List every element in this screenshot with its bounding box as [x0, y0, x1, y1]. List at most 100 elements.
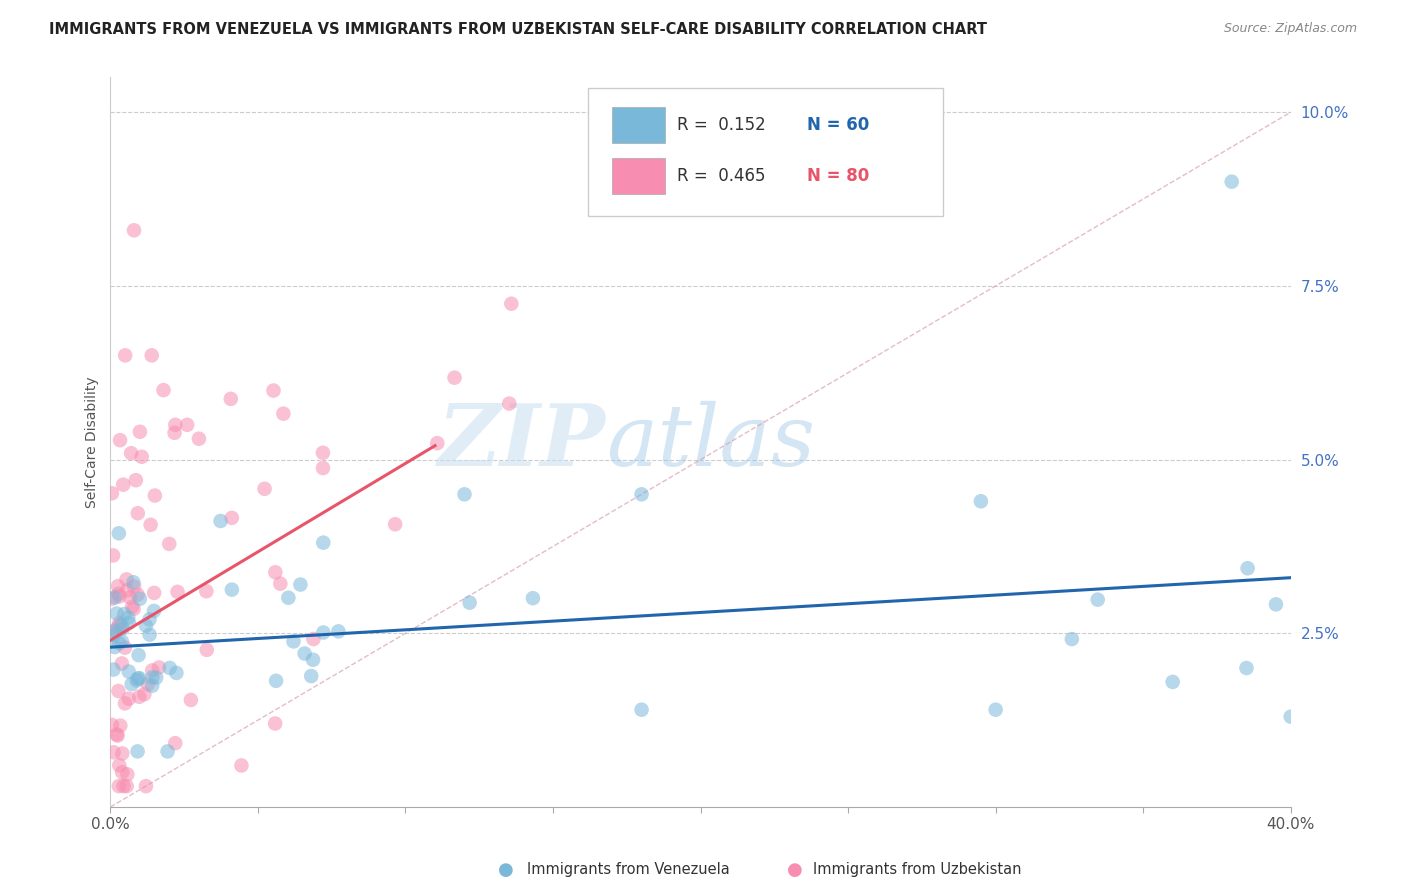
Point: [117, 610, 139, 624]
Text: IMMIGRANTS FROM VENEZUELA VS IMMIGRANTS FROM UZBEKISTAN SELF-CARE DISABILITY COR: IMMIGRANTS FROM VENEZUELA VS IMMIGRANTS …: [49, 22, 987, 37]
Point: [630, 487, 652, 501]
Point: [115, 779, 138, 793]
Point: [117, 767, 139, 781]
Point: [138, 628, 160, 642]
Point: [1220, 175, 1243, 189]
Point: [111, 765, 134, 780]
Point: [312, 535, 335, 549]
Point: [118, 591, 141, 605]
Point: [195, 584, 218, 599]
Point: [103, 745, 125, 759]
Point: [104, 624, 127, 638]
Point: [111, 747, 134, 761]
Point: [112, 477, 135, 491]
Point: [107, 684, 129, 698]
Point: [118, 615, 141, 630]
Point: [1236, 561, 1258, 575]
Point: [127, 588, 149, 602]
Point: [122, 223, 145, 237]
Point: [108, 779, 131, 793]
FancyBboxPatch shape: [612, 107, 665, 143]
Point: [118, 691, 141, 706]
Point: [135, 779, 157, 793]
Point: [159, 661, 181, 675]
Point: [1161, 674, 1184, 689]
Point: [108, 590, 131, 604]
Point: [498, 396, 520, 410]
Point: [269, 576, 291, 591]
Point: [107, 587, 129, 601]
Point: [148, 660, 170, 674]
Point: [104, 591, 127, 605]
Point: [112, 607, 135, 621]
Point: [105, 727, 128, 741]
Point: [221, 511, 243, 525]
Point: [273, 407, 295, 421]
Point: [312, 625, 335, 640]
Point: [443, 370, 465, 384]
Point: [302, 653, 325, 667]
Point: [221, 582, 243, 597]
Text: Immigrants from Uzbekistan: Immigrants from Uzbekistan: [813, 863, 1021, 877]
Point: [180, 693, 202, 707]
Point: [120, 446, 142, 460]
Point: [1060, 632, 1083, 646]
Point: [103, 628, 125, 642]
Point: [157, 537, 180, 551]
Point: [264, 566, 287, 580]
FancyBboxPatch shape: [589, 88, 942, 216]
Point: [125, 673, 148, 688]
Point: [165, 665, 187, 680]
Point: [970, 494, 993, 508]
Point: [145, 671, 167, 685]
Point: [138, 612, 160, 626]
Point: [122, 579, 145, 593]
Point: [101, 486, 124, 500]
Point: [384, 517, 406, 532]
Point: [1265, 598, 1288, 612]
Point: [312, 446, 335, 460]
Point: [141, 348, 163, 362]
Point: [143, 604, 166, 618]
Point: [101, 591, 124, 606]
Point: [104, 624, 127, 639]
Point: [110, 719, 132, 733]
Point: [108, 636, 131, 650]
Point: [141, 670, 163, 684]
Point: [152, 383, 174, 397]
Point: [277, 591, 299, 605]
Point: [253, 482, 276, 496]
Point: [630, 703, 652, 717]
Text: atlas: atlas: [606, 401, 815, 483]
Point: [111, 634, 134, 648]
Point: [187, 432, 209, 446]
Point: [264, 716, 287, 731]
Point: [128, 671, 150, 685]
Text: Source: ZipAtlas.com: Source: ZipAtlas.com: [1223, 22, 1357, 36]
Point: [110, 617, 132, 632]
Point: [128, 591, 150, 606]
Point: [107, 619, 129, 633]
Text: N = 80: N = 80: [807, 167, 869, 185]
Point: [114, 640, 136, 655]
Point: [501, 296, 523, 310]
Point: [294, 647, 316, 661]
Point: [195, 643, 218, 657]
Point: [263, 384, 285, 398]
FancyBboxPatch shape: [612, 158, 665, 194]
Point: [108, 615, 131, 630]
Point: [118, 665, 141, 679]
Point: [104, 640, 127, 654]
Point: [141, 679, 163, 693]
Point: [143, 586, 166, 600]
Point: [290, 577, 312, 591]
Point: [122, 602, 145, 616]
Point: [107, 729, 129, 743]
Point: [1279, 709, 1302, 723]
Text: R =  0.465: R = 0.465: [676, 167, 765, 185]
Text: ●: ●: [786, 861, 803, 879]
Point: [283, 634, 305, 648]
Point: [112, 779, 135, 793]
Point: [127, 506, 149, 520]
Point: [458, 596, 481, 610]
